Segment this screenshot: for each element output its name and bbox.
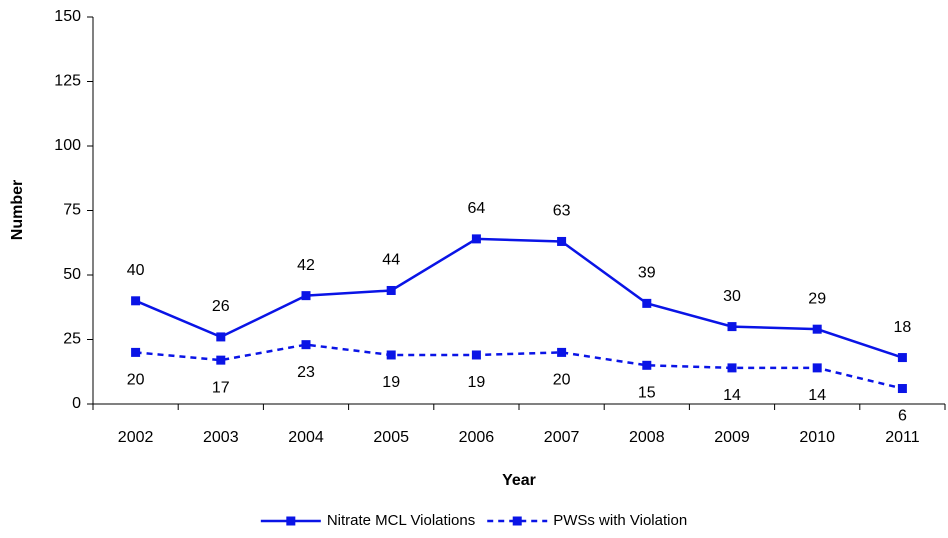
x-tick-label: 2009 <box>714 429 750 446</box>
x-tick-label: 2010 <box>799 429 835 446</box>
point <box>471 350 481 360</box>
legend-label: PWSs with Violation <box>553 512 687 529</box>
y-tick-label: 50 <box>63 266 81 283</box>
data-label: 40 <box>127 262 145 279</box>
x-tick-label: 2011 <box>885 429 920 446</box>
point <box>812 324 822 334</box>
data-label: 20 <box>127 372 145 389</box>
y-tick-label: 0 <box>72 395 81 412</box>
data-label: 26 <box>212 298 230 315</box>
data-label: 23 <box>297 364 315 381</box>
x-tick-label: 2005 <box>373 429 409 446</box>
data-label: 44 <box>382 252 400 269</box>
data-label: 63 <box>553 203 571 220</box>
point <box>557 236 567 246</box>
series-line <box>135 343 903 390</box>
point <box>301 291 311 301</box>
point <box>727 322 737 332</box>
y-tick-label: 100 <box>54 137 81 154</box>
data-label: 6 <box>898 408 907 425</box>
legend-marker <box>512 516 522 526</box>
y-tick-label: 125 <box>54 73 81 90</box>
y-axis-title: Number <box>9 180 26 240</box>
point <box>642 298 652 308</box>
point <box>642 360 652 370</box>
x-tick-label: 2003 <box>203 429 239 446</box>
data-label: 64 <box>468 200 486 217</box>
y-tick-label: 25 <box>63 331 81 348</box>
point <box>301 340 311 350</box>
x-tick-label: 2002 <box>118 429 154 446</box>
data-label: 17 <box>212 379 230 396</box>
data-label: 19 <box>382 374 400 391</box>
point <box>812 363 822 373</box>
point <box>386 285 396 295</box>
data-label: 30 <box>723 288 741 305</box>
x-tick-label: 2004 <box>288 429 324 446</box>
data-label: 14 <box>723 387 741 404</box>
legend-label: Nitrate MCL Violations <box>327 512 475 529</box>
point <box>471 234 481 244</box>
y-tick-label: 150 <box>54 8 81 25</box>
point <box>216 332 226 342</box>
x-tick-label: 2008 <box>629 429 665 446</box>
data-label: 42 <box>297 257 315 274</box>
data-label: 20 <box>553 372 571 389</box>
legend-marker <box>286 516 296 526</box>
point <box>131 347 141 357</box>
x-axis-title: Year <box>502 472 536 489</box>
data-label: 39 <box>638 265 656 282</box>
y-tick-label: 75 <box>63 202 81 219</box>
x-tick-label: 2007 <box>544 429 580 446</box>
data-label: 19 <box>468 374 486 391</box>
point <box>557 347 567 357</box>
point <box>897 353 907 363</box>
series-line <box>135 237 903 359</box>
data-label: 14 <box>808 387 826 404</box>
x-tick-label: 2006 <box>459 429 495 446</box>
data-label: 18 <box>894 319 912 336</box>
point <box>386 350 396 360</box>
point <box>727 363 737 373</box>
data-label: 29 <box>808 290 826 307</box>
point <box>131 296 141 306</box>
point <box>216 355 226 365</box>
data-label: 15 <box>638 385 656 402</box>
point <box>897 384 907 394</box>
